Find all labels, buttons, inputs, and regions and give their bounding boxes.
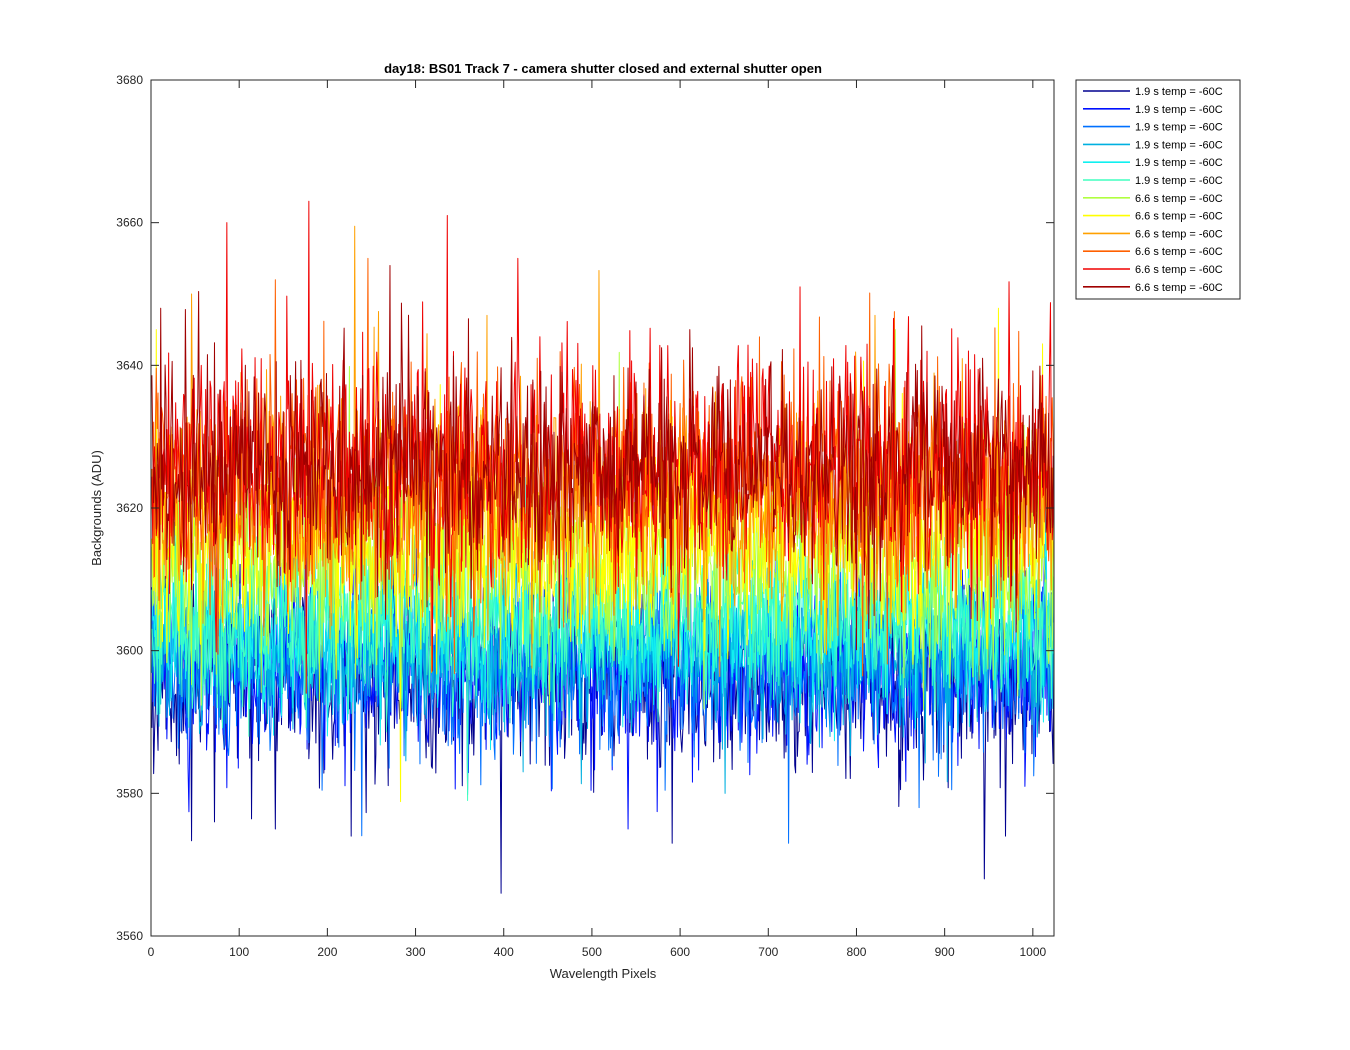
series-line-11: [151, 264, 1054, 651]
legend-label-1: 1.9 s temp = -60C: [1135, 104, 1223, 116]
legend-label-11: 6.6 s temp = -60C: [1135, 282, 1223, 294]
y-tick-label-3: 3620: [116, 501, 143, 515]
x-tick-label-10: 1000: [1019, 945, 1046, 959]
y-tick-label-1: 3580: [116, 786, 143, 800]
legend-label-7: 6.6 s temp = -60C: [1135, 211, 1223, 223]
legend-label-10: 6.6 s temp = -60C: [1135, 264, 1223, 276]
x-tick-label-9: 900: [935, 945, 955, 959]
y-tick-label-2: 3600: [116, 644, 143, 658]
y-tick-label-6: 3680: [116, 73, 143, 87]
legend-label-6: 6.6 s temp = -60C: [1135, 193, 1223, 205]
x-tick-label-3: 300: [406, 945, 426, 959]
legend-label-4: 1.9 s temp = -60C: [1135, 157, 1223, 169]
legend-label-8: 6.6 s temp = -60C: [1135, 228, 1223, 240]
legend-label-2: 1.9 s temp = -60C: [1135, 122, 1223, 134]
x-tick-label-8: 800: [846, 945, 866, 959]
x-tick-label-7: 700: [758, 945, 778, 959]
x-tick-label-5: 500: [582, 945, 602, 959]
y-tick-label-5: 3660: [116, 216, 143, 230]
x-tick-label-6: 600: [670, 945, 690, 959]
legend-label-5: 1.9 s temp = -60C: [1135, 175, 1223, 187]
x-tick-label-4: 400: [494, 945, 514, 959]
x-tick-label-2: 200: [317, 945, 337, 959]
legend-label-9: 6.6 s temp = -60C: [1135, 246, 1223, 258]
plot-area: 0 100 200 300 400 500 600 700 800 900 1000 3560 3580…: [116, 73, 1055, 959]
y-axis-label: Backgrounds (ADU): [89, 450, 104, 566]
ticks-layer: 0 100 200 300 400 500 600 700 800 900 1000 3560 3580…: [116, 73, 1054, 959]
series-layer: [151, 200, 1054, 894]
x-axis-label: Wavelength Pixels: [550, 966, 657, 981]
legend-label-3: 1.9 s temp = -60C: [1135, 139, 1223, 151]
legend-label-0: 1.9 s temp = -60C: [1135, 86, 1223, 98]
x-tick-label-0: 0: [148, 945, 155, 959]
chart-title: day18: BS01 Track 7 - camera shutter clo…: [384, 61, 822, 76]
legend: 1.9 s temp = -60C 1.9 s temp = -60C 1.9 s …: [1075, 79, 1241, 300]
legend-box: [1075, 79, 1241, 300]
y-tick-label-0: 3560: [116, 929, 143, 943]
legend-entries: 1.9 s temp = -60C 1.9 s temp = -60C 1.9 s …: [1083, 86, 1223, 294]
y-tick-label-4: 3640: [116, 358, 143, 372]
x-tick-label-1: 100: [229, 945, 249, 959]
